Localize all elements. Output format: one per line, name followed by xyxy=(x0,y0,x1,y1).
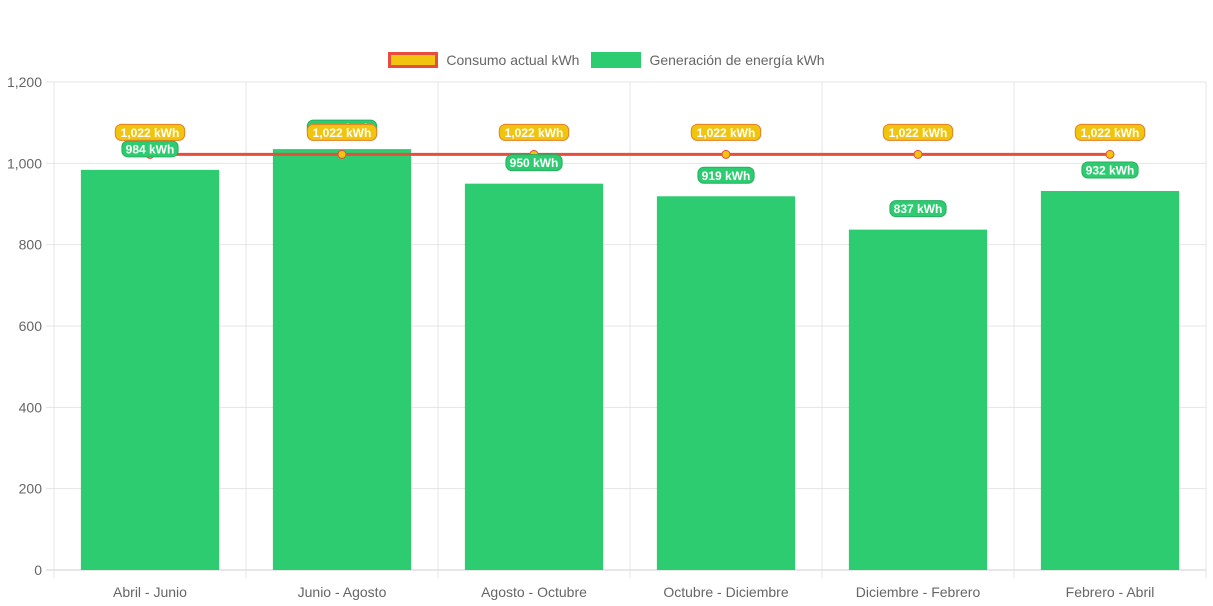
x-tick-label: Junio - Agosto xyxy=(298,584,387,600)
x-tick-label: Octubre - Diciembre xyxy=(663,584,788,600)
y-tick-label: 600 xyxy=(19,318,43,334)
point-consumo xyxy=(337,149,347,159)
line-data-label: 1,022 kWh xyxy=(313,126,372,140)
bar-data-label: 950 kWh xyxy=(510,156,559,170)
legend-swatch-generacion xyxy=(591,52,642,68)
line-data-label-bg xyxy=(690,123,762,141)
line-data-label: 1,022 kWh xyxy=(121,126,180,140)
bar-data-label-bg xyxy=(697,166,755,184)
line-data-label: 1,022 kWh xyxy=(889,126,948,140)
bar-data-label: 932 kWh xyxy=(1086,163,1135,177)
y-tick-label: 800 xyxy=(19,237,43,253)
bar-data-label: 837 kWh xyxy=(894,202,943,216)
bar-generacion xyxy=(464,183,604,570)
bar-generacion xyxy=(1040,190,1180,570)
y-tick-label: 1,000 xyxy=(7,155,42,171)
bar-generacion xyxy=(656,196,796,571)
line-data-label-bg xyxy=(114,123,186,141)
bar-data-label-bg xyxy=(1081,161,1139,179)
legend-item-consumo[interactable]: Consumo actual kWh xyxy=(388,52,579,68)
legend-label-generacion: Generación de energía kWh xyxy=(649,52,825,68)
legend-swatch-consumo xyxy=(388,52,439,68)
line-data-label: 1,022 kWh xyxy=(505,126,564,140)
bar-data-label: 919 kWh xyxy=(702,169,751,183)
y-tick-label: 1,200 xyxy=(7,74,42,90)
line-data-label-bg xyxy=(306,123,378,141)
legend-label-consumo: Consumo actual kWh xyxy=(446,52,580,68)
x-tick-label: Febrero - Abril xyxy=(1066,584,1155,600)
x-tick-label: Diciembre - Febrero xyxy=(856,584,981,600)
point-consumo xyxy=(721,149,731,159)
x-tick-label: Abril - Junio xyxy=(113,584,187,600)
y-tick-label: 400 xyxy=(19,399,43,415)
x-tick-label: Agosto - Octubre xyxy=(481,584,587,600)
y-tick-label: 0 xyxy=(34,562,42,578)
bar-generacion xyxy=(272,149,412,570)
bar-data-label-bg xyxy=(889,200,947,218)
legend: Consumo actual kWh Generación de energía… xyxy=(0,52,1213,68)
point-consumo xyxy=(1105,149,1115,159)
line-data-label: 1,022 kWh xyxy=(697,126,756,140)
legend-item-generacion[interactable]: Generación de energía kWh xyxy=(591,52,825,68)
point-consumo xyxy=(913,149,923,159)
y-tick-label: 200 xyxy=(19,481,43,497)
line-data-label: 1,022 kWh xyxy=(1081,126,1140,140)
line-data-label-bg xyxy=(882,123,954,141)
bar-generacion xyxy=(80,169,220,570)
line-data-label-bg xyxy=(498,123,570,141)
bar-data-label-bg xyxy=(505,154,563,172)
line-data-label-bg xyxy=(1074,123,1146,141)
bar-data-label: 984 kWh xyxy=(126,142,175,156)
bar-generacion xyxy=(848,229,988,570)
